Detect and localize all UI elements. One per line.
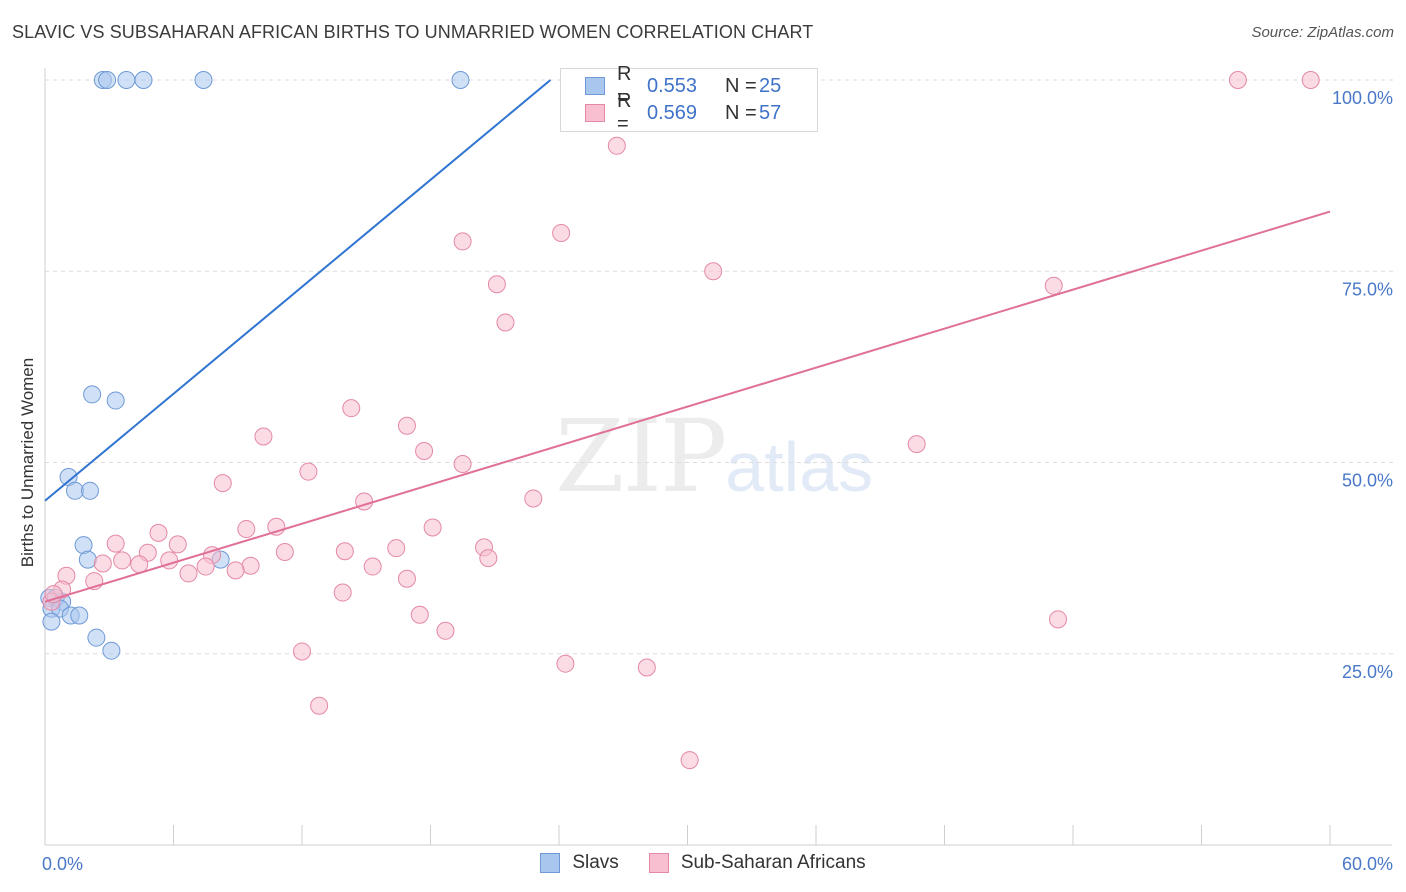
africans-point [275, 543, 294, 562]
africans-point [487, 275, 506, 294]
source-label: Source: ZipAtlas.com [1251, 24, 1394, 41]
legend-n-value: 57 [759, 101, 782, 124]
y-axis-label: Births to Unmarried Women [18, 358, 37, 567]
africans-point [226, 561, 245, 580]
watermark-atlas: atlas [725, 428, 874, 506]
africans-point [680, 751, 699, 770]
africans-point [237, 520, 256, 539]
africans-point [907, 435, 926, 454]
watermark-zip: ZIP [555, 398, 727, 515]
legend-n-label: N = [725, 74, 757, 97]
africans-point [556, 654, 575, 673]
x-tick-label: 60.0% [1342, 854, 1393, 874]
africans-point [387, 539, 406, 558]
y-tick-label: 100.0% [1332, 88, 1393, 108]
slavs-point [451, 71, 470, 89]
africans-point [479, 549, 498, 568]
africans-point [637, 658, 656, 677]
africans-point [410, 605, 429, 624]
legend-label-slavs: Slavs [572, 852, 619, 873]
africans-point [453, 232, 472, 251]
legend-n-label: N = [725, 101, 757, 124]
africans-point [496, 313, 515, 332]
slavs-point [65, 481, 84, 500]
africans-point [130, 555, 149, 574]
africans-point [149, 523, 168, 542]
africans-point [113, 551, 132, 570]
africans-point [335, 542, 354, 561]
legend-item-slavs[interactable]: Slavs [540, 852, 619, 874]
africans-point [299, 462, 318, 481]
africans-point [333, 583, 352, 602]
africans-point [254, 427, 273, 446]
legend-row-slavs: R = 0.553 N = 25 [585, 63, 782, 108]
legend-r-label: R = [617, 90, 632, 135]
x-tick-label: 0.0% [42, 854, 83, 874]
correlation-legend: R = 0.553 N = 25 R = 0.569 N = 57 [560, 63, 818, 135]
africans-point [213, 474, 232, 493]
slavs-trend-line [44, 79, 552, 502]
africans-point [342, 399, 361, 418]
legend-swatch-africans [585, 104, 605, 122]
africans-point [1228, 71, 1247, 89]
slavs-point [117, 71, 136, 89]
africans-point [1301, 71, 1320, 89]
legend-r-value: 0.553 [647, 74, 698, 97]
legend-swatch-slavs [585, 77, 605, 95]
africans-point [415, 442, 434, 461]
africans-point [93, 554, 112, 573]
slavs-point [70, 606, 89, 625]
slavs-point [80, 481, 99, 500]
africans-point [106, 534, 125, 553]
africans-point [524, 489, 543, 508]
africans-point [423, 518, 442, 537]
series-legend: Slavs Sub-Saharan Africans [0, 852, 1406, 874]
legend-label-africans: Sub-Saharan Africans [680, 852, 866, 873]
slavs-point [98, 71, 117, 89]
africans-point [397, 416, 416, 435]
slavs-point [83, 385, 102, 404]
legend-n-value: 25 [759, 74, 782, 97]
slavs-point [134, 71, 153, 89]
africans-point [241, 556, 260, 575]
legend-item-africans[interactable]: Sub-Saharan Africans [648, 852, 866, 874]
africans-point [293, 642, 311, 661]
africans-point [397, 569, 416, 588]
africans-point [310, 696, 329, 715]
africans-trend-line [44, 210, 1331, 603]
africans-point [196, 557, 215, 576]
slavs-point [42, 612, 61, 631]
legend-swatch-africans [648, 853, 669, 873]
africans-point [607, 136, 626, 155]
slavs-point [78, 550, 97, 569]
africans-point [436, 621, 455, 640]
y-tick-label: 50.0% [1342, 471, 1393, 491]
chart-title: SLAVIC VS SUBSAHARAN AFRICAN BIRTHS TO U… [12, 22, 814, 42]
africans-point [168, 535, 187, 554]
legend-row-africans: R = 0.569 N = 57 [585, 90, 782, 135]
africans-point [552, 224, 571, 242]
africans-point [1049, 610, 1068, 629]
legend-r-value: 0.569 [647, 101, 698, 124]
zipatlas-watermark: ZIPatlas [555, 398, 873, 515]
y-tick-label: 75.0% [1342, 279, 1393, 299]
africans-point [179, 564, 198, 583]
africans-point [704, 262, 723, 281]
africans-point [453, 455, 472, 474]
slavs-point [194, 71, 213, 89]
slavs-point [87, 628, 106, 647]
africans-point [1044, 276, 1063, 295]
slavs-point [102, 641, 121, 660]
africans-point [363, 557, 382, 576]
legend-swatch-slavs [540, 853, 561, 873]
slavs-point [106, 391, 125, 410]
y-tick-label: 25.0% [1342, 662, 1393, 682]
legend-r-label: R = [617, 63, 632, 108]
